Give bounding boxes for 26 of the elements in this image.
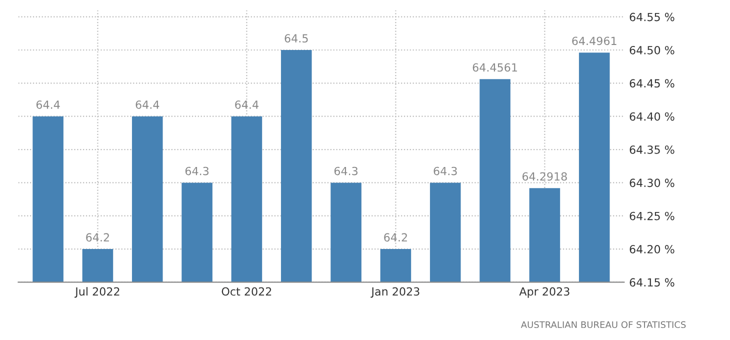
x-tick-label: Oct 2022 bbox=[222, 287, 272, 296]
y-tick-label: 64.55 % bbox=[630, 12, 674, 22]
y-tick-label: 64.20 % bbox=[630, 245, 674, 254]
x-tick-label: Jan 2023 bbox=[370, 287, 420, 298]
data-label: 64.3 bbox=[434, 166, 457, 176]
data-label: 64.4 bbox=[136, 100, 160, 109]
data-label: 64.2918 bbox=[522, 172, 567, 181]
data-label: 64.5 bbox=[284, 34, 308, 43]
y-tick-label: 64.35 % bbox=[630, 145, 674, 154]
x-tick-label: Jul 2022 bbox=[74, 287, 120, 298]
y-tick-label: 64.30 % bbox=[630, 178, 674, 188]
data-label: 64.4 bbox=[235, 100, 258, 109]
y-tick-label: 64.45 % bbox=[630, 79, 674, 88]
x-tick-label: Apr 2023 bbox=[519, 287, 570, 298]
y-tick-label: 64.25 % bbox=[630, 212, 674, 220]
data-label: 64.3 bbox=[185, 166, 209, 176]
data-label: 64.2 bbox=[384, 233, 407, 242]
text: AUSTRALIAN BUREAU OF STATISTICS bbox=[520, 321, 686, 328]
data-label: 64.2 bbox=[86, 233, 109, 242]
data-label: 64.4961 bbox=[572, 36, 616, 46]
data-label: 64.4561 bbox=[472, 63, 517, 72]
y-tick-label: 64.50 % bbox=[630, 46, 674, 54]
y-tick-label: 64.40 % bbox=[630, 112, 674, 121]
data-label: 64.4 bbox=[36, 100, 60, 109]
data-label: 64.3 bbox=[334, 166, 358, 176]
y-tick-label: 64.15 % bbox=[630, 278, 674, 287]
